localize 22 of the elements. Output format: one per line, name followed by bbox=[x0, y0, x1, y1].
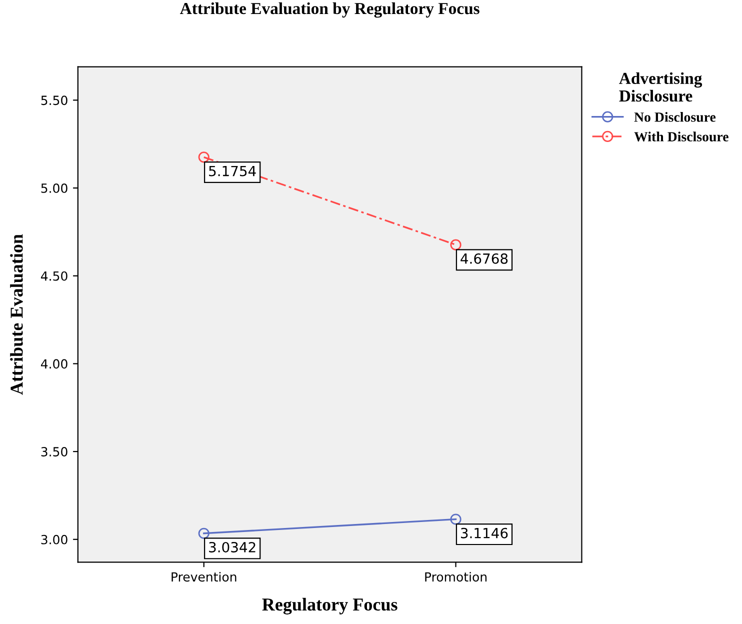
data-label: 4.6768 bbox=[460, 253, 508, 264]
x-tick-label: Promotion bbox=[425, 572, 487, 582]
y-tick-label: 3.00 bbox=[41, 534, 68, 544]
point bbox=[450, 239, 462, 250]
chart-title: Attribute Evaluation by Regulatory Focus bbox=[180, 2, 480, 18]
legend-label: With Disclsoure bbox=[634, 132, 728, 142]
x-tick-label: Prevention bbox=[172, 572, 236, 582]
legend-label: No Disclosure bbox=[634, 112, 716, 122]
data-label: 5.1754 bbox=[209, 166, 256, 176]
y-tick-label: 5.50 bbox=[41, 96, 68, 106]
data-label: 3.0342 bbox=[209, 542, 256, 552]
y-axis-title: Attribute Evaluation bbox=[10, 234, 23, 395]
point bbox=[198, 152, 210, 163]
point bbox=[450, 514, 462, 525]
x-axis-title: Regulatory Focus bbox=[262, 598, 398, 614]
y-tick-label: 4.00 bbox=[40, 359, 68, 369]
legend-title: Advertising Disclosure bbox=[619, 72, 702, 102]
y-tick-label: 5.00 bbox=[41, 183, 68, 193]
data-label: 3.1146 bbox=[461, 528, 508, 538]
y-tick-label: 4.50 bbox=[40, 271, 68, 281]
point bbox=[198, 528, 210, 539]
y-tick-label: 3.50 bbox=[41, 447, 68, 456]
